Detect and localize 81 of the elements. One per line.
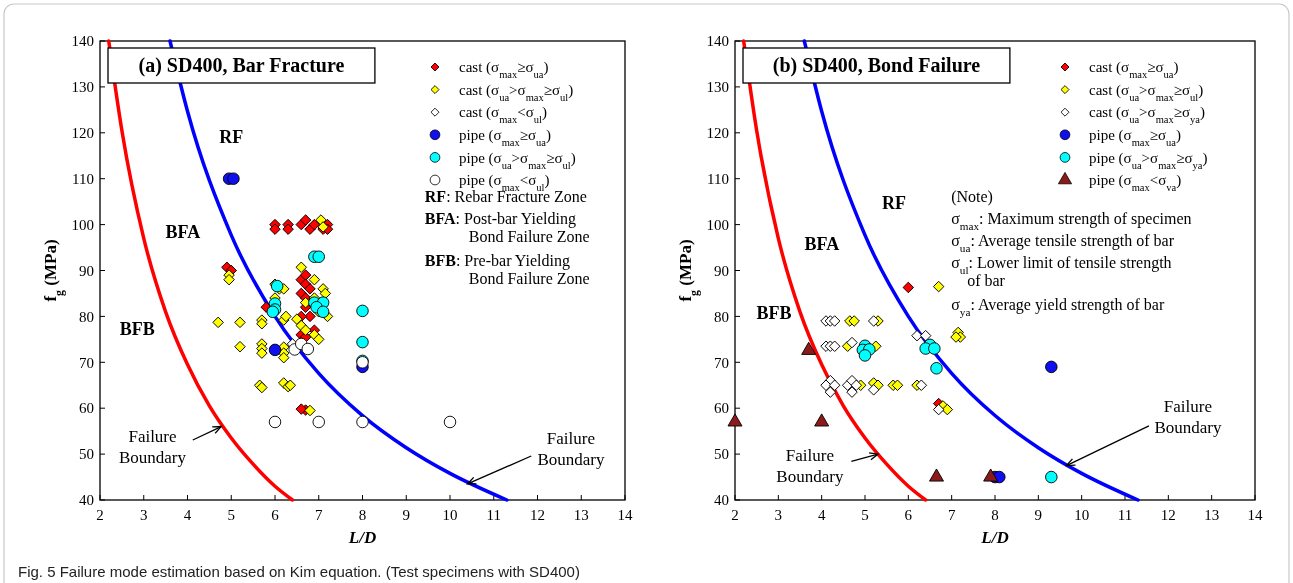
x-tick-label: 14	[1247, 507, 1263, 523]
y-tick-label: 110	[72, 170, 94, 187]
x-tick-label: 12	[530, 507, 545, 523]
annotation: BFB: Pre-bar Yielding Bond Failure Zone	[424, 252, 590, 287]
legend-label: cast (σ$_{max}$<σ$_{ul}$)	[459, 104, 547, 125]
text: (b) SD400, Bond Failure	[772, 54, 981, 77]
y-tick-label: 130	[706, 79, 729, 96]
y-tick-label: 40	[714, 492, 729, 509]
annotation: Failure Boundary	[537, 428, 605, 469]
x-tick-label: 5	[227, 507, 235, 523]
x-tick-label: 9	[402, 507, 410, 523]
x-tick-label: 11	[486, 507, 501, 523]
x-axis-title: L/D	[347, 528, 377, 547]
text: (a) SD400, Bar Fracture	[138, 54, 345, 77]
annotation: RF	[882, 193, 907, 214]
annotation: Failure Boundary	[1154, 397, 1222, 438]
y-tick-label: 80	[714, 308, 729, 325]
legend-label: pipe (σ$_{max}$<σ$_{va}$)	[1089, 172, 1182, 193]
annotation: σ$_{max}$: Maximum strength of specimen	[951, 210, 1192, 232]
x-tick-label: 4	[183, 507, 192, 523]
legend-label: pipe (σ$_{ua}$>σ$_{max}$≥σ$_{ul}$)	[459, 149, 576, 171]
x-tick-label: 3	[774, 507, 783, 523]
x-tick-label: 7	[947, 507, 956, 523]
legend-label: pipe (σ$_{ua}$>σ$_{max}$≥σ$_{ya}$)	[1089, 149, 1208, 171]
y-tick-label: 40	[79, 492, 94, 509]
annotation: Failure Boundary	[776, 445, 844, 486]
y-tick-label: 100	[706, 216, 729, 233]
x-tick-label: 13	[573, 507, 589, 523]
annotation: Failure Boundary	[118, 427, 187, 468]
annotation: BFA	[165, 222, 201, 243]
caption: Fig. 5 Failure mode estimation based on Kim equation. (Test specimens with SD400)	[18, 563, 580, 580]
annotation: BFB	[756, 303, 792, 324]
legend-label: cast (σ$_{ua}$>σ$_{max}$≥σ$_{ya}$)	[1089, 104, 1205, 125]
x-tick-label: 7	[315, 507, 323, 523]
x-tick-label: 2	[731, 507, 739, 523]
annotation: BFA: Post-bar Yielding Bond Failure Zone	[424, 210, 590, 245]
x-tick-label: 6	[904, 507, 913, 523]
annotation: BFA	[804, 234, 840, 255]
annotation: σ$_{ul}$: Lower limit of tensile strength of bar	[951, 254, 1172, 289]
legend-label: cast (σ$_{max}$≥σ$_{ua}$)	[459, 59, 549, 80]
x-tick-label: 8	[991, 507, 999, 523]
annotation: BFB	[119, 319, 155, 340]
y-tick-label: 50	[79, 446, 94, 463]
x-tick-label: 6	[271, 507, 280, 523]
y-tick-label: 50	[714, 446, 729, 463]
annotation: σ$_{ua}$: Average tensile strength of bar	[951, 232, 1175, 254]
x-tick-label: 12	[1160, 507, 1176, 523]
y-tick-label: 90	[714, 262, 729, 279]
y-tick-label: 130	[71, 79, 94, 96]
annotation: RF	[219, 127, 244, 148]
y-tick-label: 70	[79, 354, 94, 371]
y-tick-label: 110	[707, 170, 729, 187]
legend-label: pipe (σ$_{max}$≥σ$_{ua}$)	[459, 127, 551, 148]
annotation: σ$_{ya}$: Average yield strength of bar	[951, 296, 1165, 318]
y-tick-label: 90	[79, 262, 94, 279]
legend-label: cast (σ$_{ua}$>σ$_{max}$≥σ$_{ul}$)	[1089, 81, 1204, 103]
x-tick-label: 8	[358, 507, 367, 523]
y-tick-label: 60	[79, 400, 94, 417]
y-tick-label: 70	[714, 354, 729, 371]
y-tick-label: 120	[71, 125, 94, 142]
y-tick-label: 60	[714, 400, 729, 417]
y-tick-label: 120	[706, 125, 729, 142]
x-tick-label: 9	[1034, 507, 1043, 523]
annotation: (Note)	[951, 188, 993, 206]
legend-label: cast (σ$_{max}$≥σ$_{ua}$)	[1089, 59, 1179, 80]
x-tick-label: 10	[1074, 507, 1090, 523]
x-tick-label: 4	[817, 507, 826, 523]
x-tick-label: 10	[442, 507, 458, 523]
x-tick-label: 2	[96, 507, 104, 523]
y-tick-label: 140	[71, 33, 94, 50]
legend-label: cast (σ$_{ua}$>σ$_{max}$≥σ$_{ul}$)	[459, 81, 574, 103]
y-tick-label: 100	[71, 216, 94, 233]
x-tick-label: 11	[1117, 507, 1133, 523]
legend-label: pipe (σ$_{max}$≥σ$_{ua}$)	[1089, 127, 1181, 148]
x-tick-label: 13	[1204, 507, 1220, 523]
x-tick-label: 3	[140, 507, 148, 523]
x-tick-label: 5	[861, 507, 869, 523]
y-tick-label: 140	[706, 33, 729, 50]
y-tick-label: 80	[79, 308, 94, 325]
x-axis-title: L/D	[980, 528, 1009, 547]
x-tick-label: 14	[617, 507, 633, 523]
